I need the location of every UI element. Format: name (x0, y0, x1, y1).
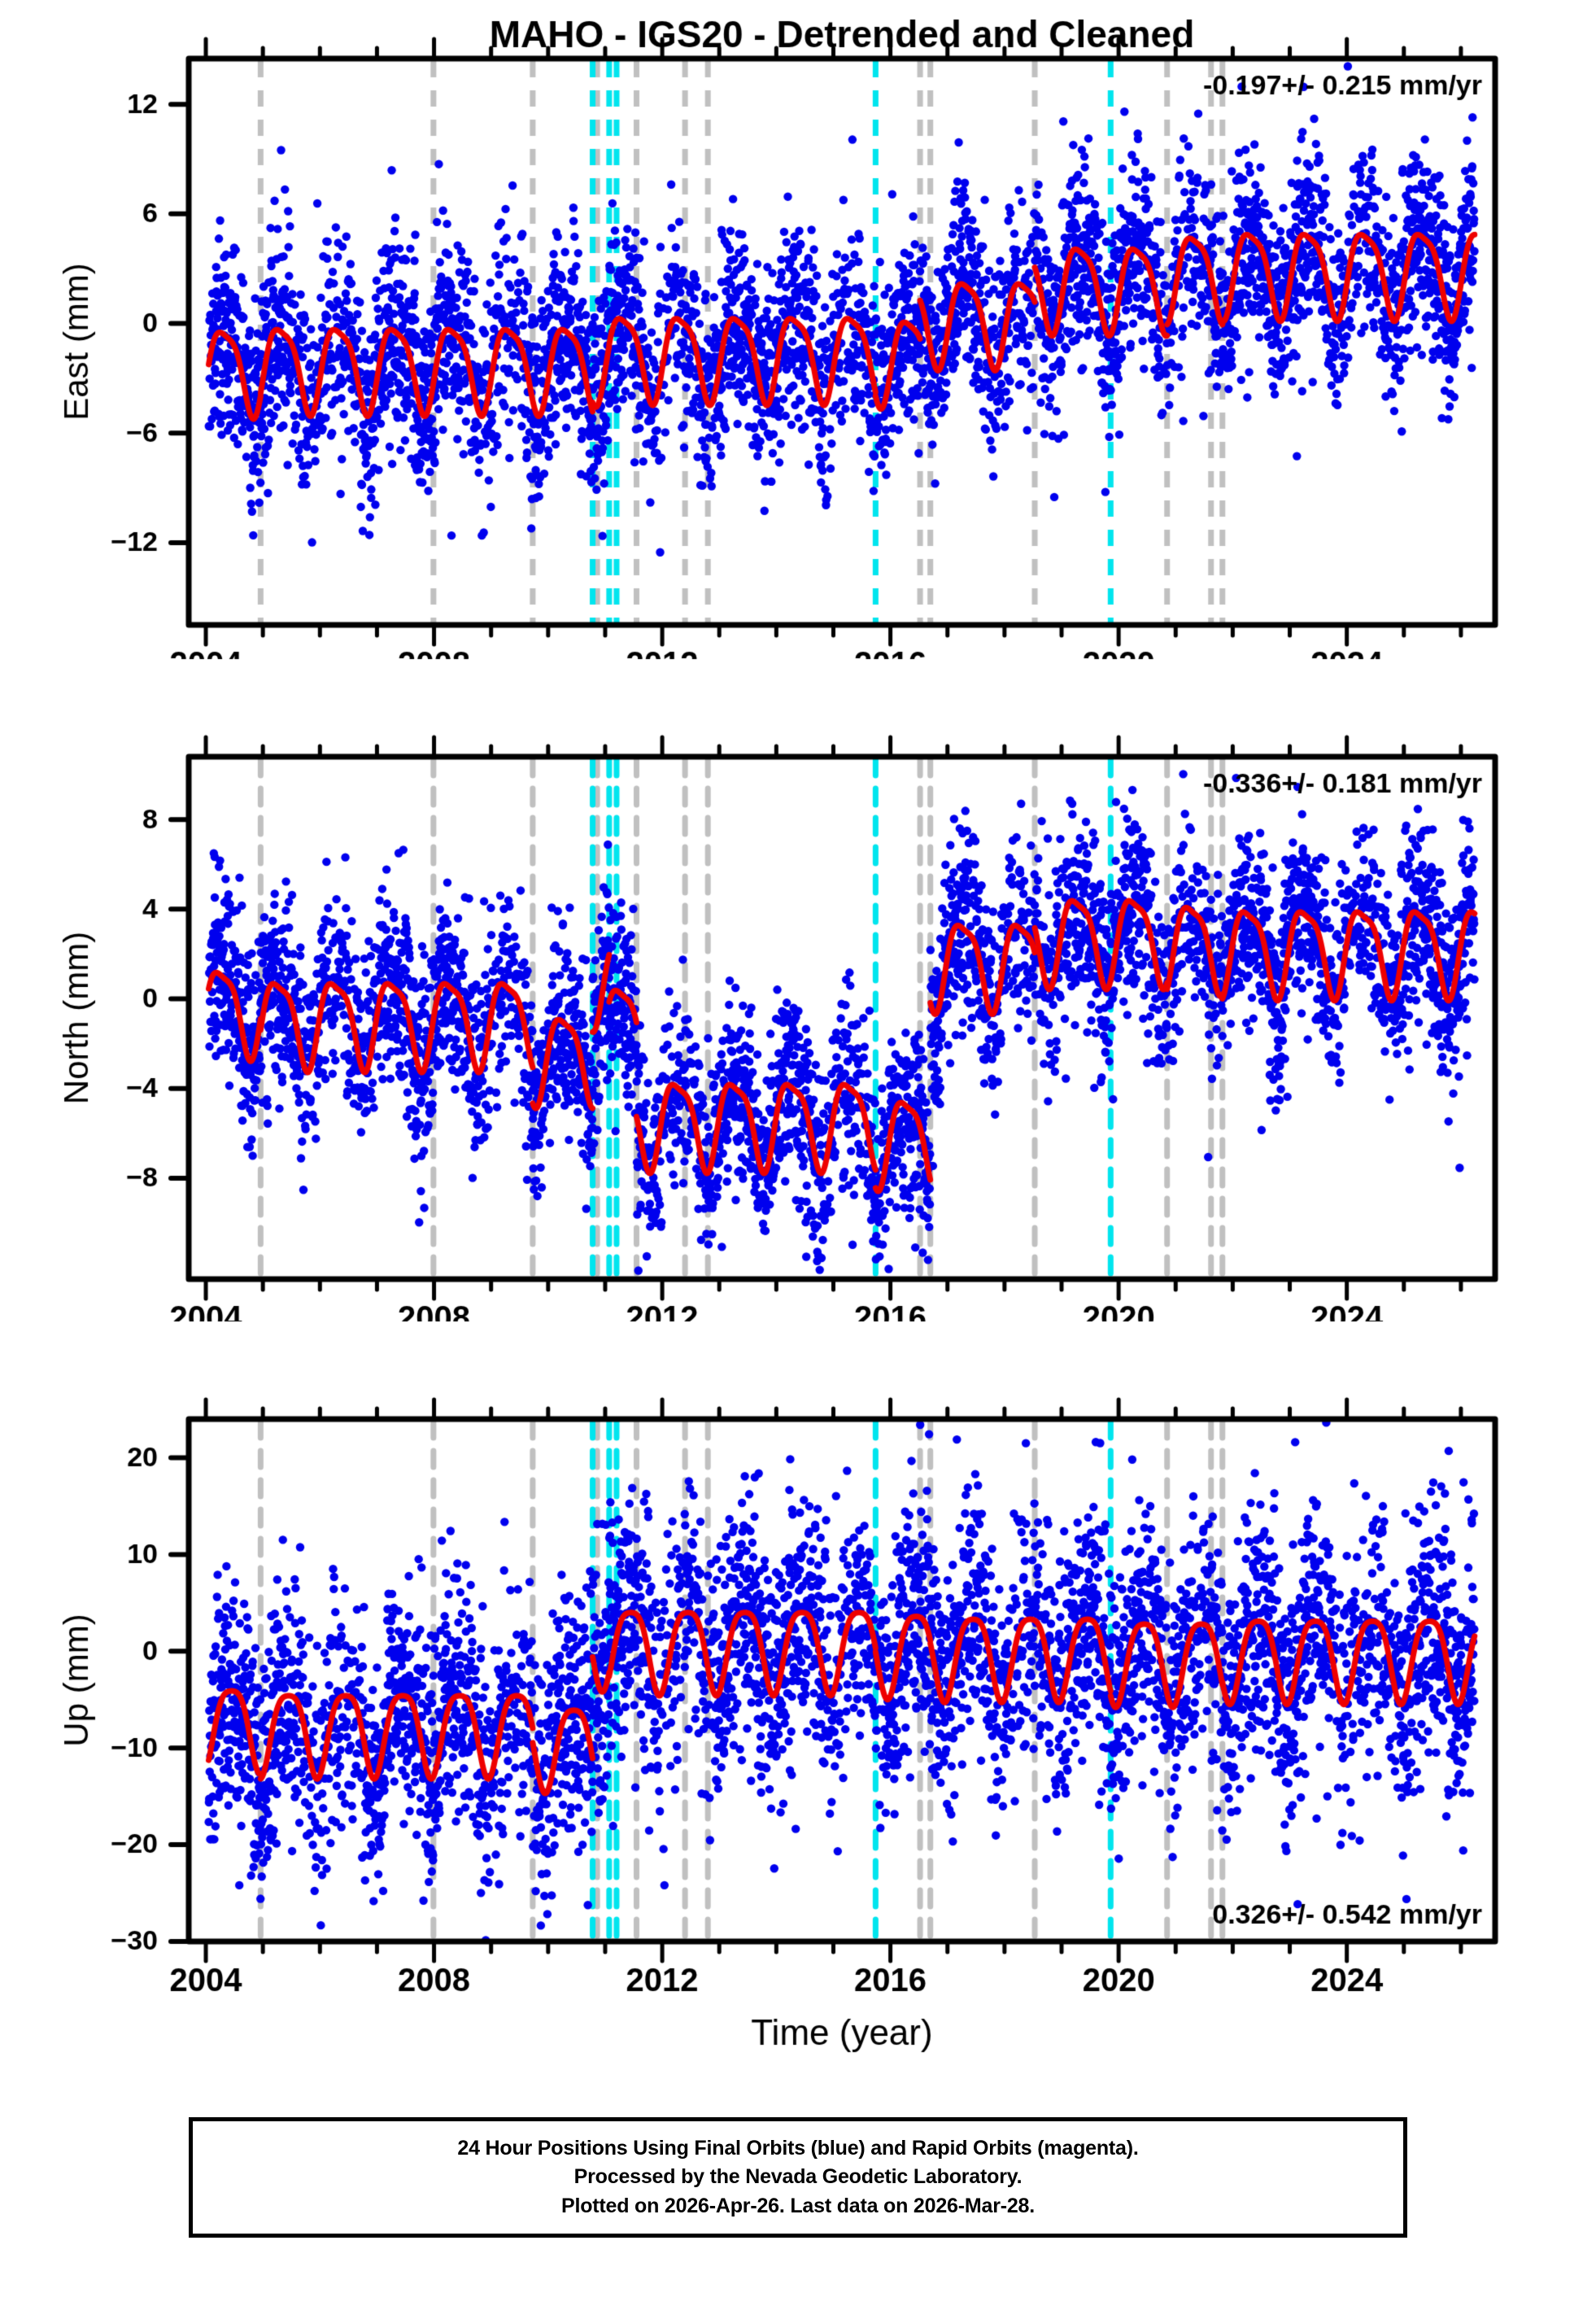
caption-line-1: 24 Hour Positions Using Final Orbits (bl… (457, 2136, 1139, 2160)
caption-box: 24 Hour Positions Using Final Orbits (bl… (189, 2117, 1407, 2238)
caption-line-3: Plotted on 2026-Apr-26. Last data on 202… (560, 2194, 1036, 2217)
caption-line-2: Processed by the Nevada Geodetic Laborat… (573, 2165, 1023, 2189)
